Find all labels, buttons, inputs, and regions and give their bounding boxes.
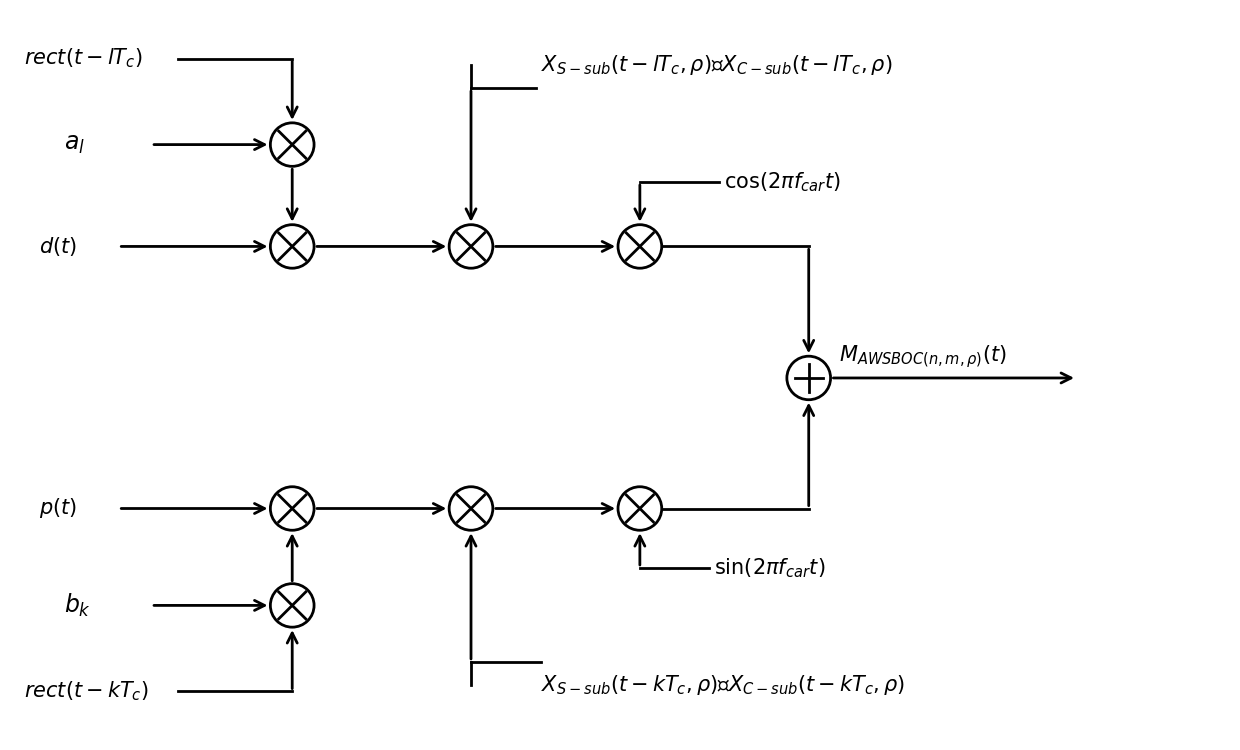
Text: $b_k$: $b_k$	[63, 592, 91, 619]
Text: $p(t)$: $p(t)$	[38, 496, 77, 520]
Text: $M_{AWSBOC(n,m,\rho)}(t)$: $M_{AWSBOC(n,m,\rho)}(t)$	[838, 343, 1007, 370]
Text: $rect(t-kT_c)$: $rect(t-kT_c)$	[24, 680, 149, 703]
Text: $\cos(2\pi f_{car}t)$: $\cos(2\pi f_{car}t)$	[724, 170, 841, 194]
Text: $rect(t-lT_c)$: $rect(t-lT_c)$	[24, 46, 143, 70]
Text: $d(t)$: $d(t)$	[38, 235, 77, 258]
Text: $\sin(2\pi f_{car}t)$: $\sin(2\pi f_{car}t)$	[714, 556, 826, 580]
Text: $X_{S-sub}(t-lT_c,\rho)$或$X_{C-sub}(t-lT_c,\rho)$: $X_{S-sub}(t-lT_c,\rho)$或$X_{C-sub}(t-lT…	[541, 53, 892, 77]
Text: $X_{S-sub}(t-kT_c,\rho)$或$X_{C-sub}(t-kT_c,\rho)$: $X_{S-sub}(t-kT_c,\rho)$或$X_{C-sub}(t-kT…	[541, 673, 905, 697]
Text: $a_l$: $a_l$	[63, 133, 84, 156]
